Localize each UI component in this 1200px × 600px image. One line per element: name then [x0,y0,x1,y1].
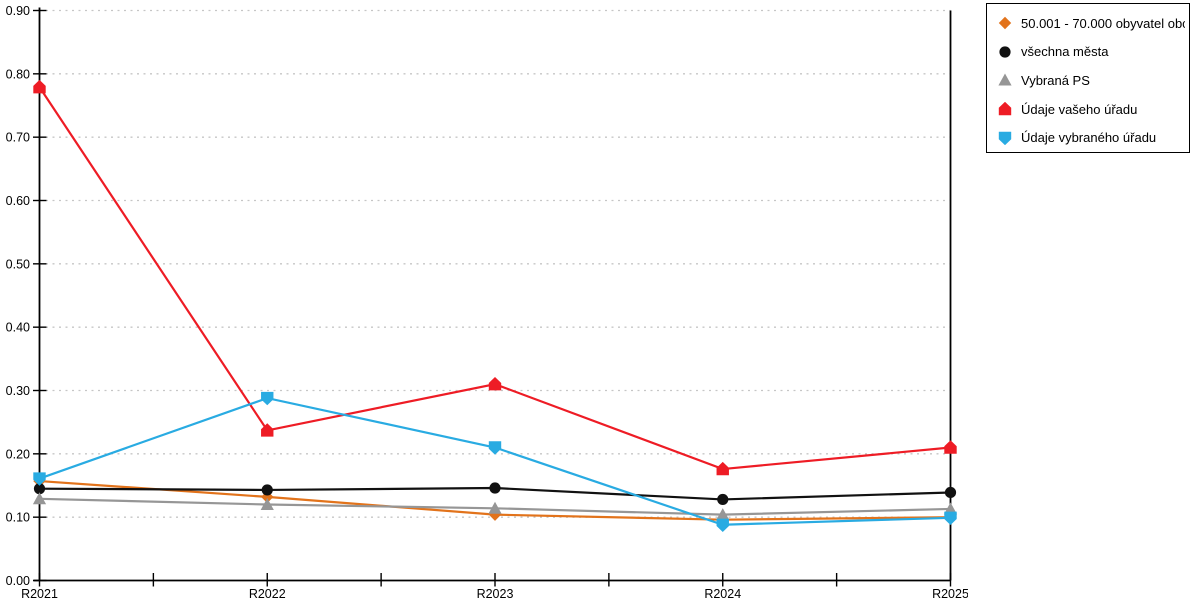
triangle-up-marker [32,492,47,505]
pentagon-down-marker [944,511,957,525]
legend: 50.001 - 70.000 obyvatel obc... všechna m… [986,3,1190,153]
triangle-up-marker [488,501,502,514]
legend-label: 50.001 - 70.000 obyvatel obc... [1021,15,1185,31]
legend-item-3: Údaje vašeho úřadu [998,96,1185,123]
y-tick-label: 0.50 [6,257,30,271]
pentagon-down-marker [33,472,46,486]
legend-item-0: 50.001 - 70.000 obyvatel obc... [998,10,1185,37]
x-tick-label: R2024 [704,587,741,600]
pentagon-down-icon [998,131,1012,145]
diamond-icon [998,17,1012,30]
circle-marker [33,483,46,495]
legend-item-1: všechna města [998,38,1185,65]
circle-marker [944,486,957,499]
x-tick-label: R2023 [477,587,514,600]
pentagon-down-marker [261,391,274,406]
circle-icon [999,46,1011,58]
line-chart-plot-area: 0.00 0.10 0.20 0.30 0.40 0.50 0.60 0.70 0.80 0.90… [6,4,968,600]
circle-marker [261,484,273,496]
legend-item-2: Vybraná PS [998,67,1185,94]
circle-marker [717,493,729,506]
y-tick-label: 0.20 [6,447,30,461]
legend-label: Údaje vašeho úřadu [1021,101,1138,117]
legend-label: Údaje vybraného úřadu [1021,130,1157,146]
y-tick-label: 0.40 [6,321,30,335]
pentagon-up-marker [261,423,274,437]
pentagon-up-marker [716,461,729,476]
y-tick-label: 0.70 [6,131,30,145]
pentagon-up-marker [944,440,957,454]
legend-label: Vybraná PS [1021,72,1090,88]
pentagon-down-marker [716,518,729,532]
series-line-3 [38,86,951,471]
pentagon-up-icon [998,102,1012,116]
legend-item-4: Údaje vybraného úřadu [998,124,1185,151]
y-tick-label: 0.60 [6,194,30,208]
circle-marker [489,482,501,494]
x-tick-label: R2022 [249,587,286,600]
y-tick-label: 0.90 [6,4,30,18]
pentagon-up-marker [33,79,46,94]
triangle-up-marker [260,498,274,510]
y-tick-label: 0.00 [6,574,30,588]
y-tick-label: 0.10 [6,511,30,525]
y-tick-label: 0.80 [6,67,30,81]
x-tick-label: R2021 [21,587,58,600]
pentagon-up-marker [488,376,502,391]
y-tick-label: 0.30 [6,384,30,398]
diamond-marker [488,508,502,521]
triangle-up-icon [998,73,1012,86]
triangle-up-marker [943,502,958,515]
x-tick-label: R2025 [932,587,968,600]
triangle-up-marker [716,508,730,521]
pentagon-down-marker [488,441,502,455]
legend-label: všechna města [1021,44,1109,60]
